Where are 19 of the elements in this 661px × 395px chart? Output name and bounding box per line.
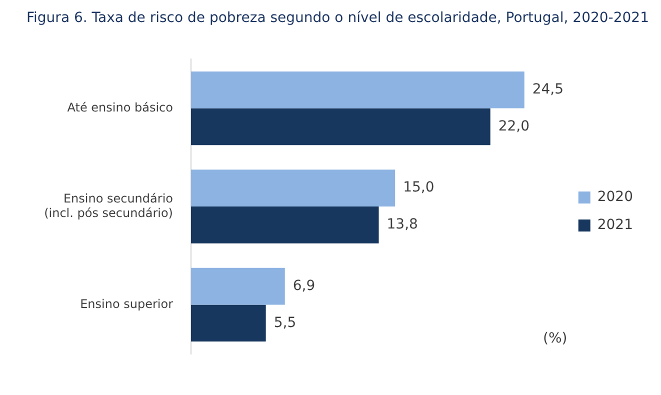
y-tick-label: Até ensino básico (67, 100, 173, 114)
text: (%) (543, 330, 568, 346)
data-label: 13,8 (386, 216, 418, 233)
legend-label: 2020 (597, 189, 634, 206)
data-label: 24,5 (532, 82, 564, 98)
y-tick-label: Ensino superior (80, 296, 174, 311)
y-tick-label: Ensino secundário (incl. pós secundário) (44, 191, 173, 220)
data-label: 6,9 (292, 278, 316, 294)
chart-title: Figura 6. Taxa de risco de pobreza segundo o nível de escolaridade, Portugal, 2020-2021 (26, 9, 650, 28)
bar (191, 108, 490, 146)
bar (191, 206, 379, 244)
legend-label: 2021 (597, 217, 634, 234)
bar (191, 268, 285, 305)
bar (191, 170, 396, 206)
data-label: 22,0 (498, 118, 530, 134)
bar (191, 304, 266, 342)
data-label: 15,0 (403, 180, 434, 196)
data-label: 5,5 (274, 314, 296, 331)
bar (191, 71, 524, 108)
